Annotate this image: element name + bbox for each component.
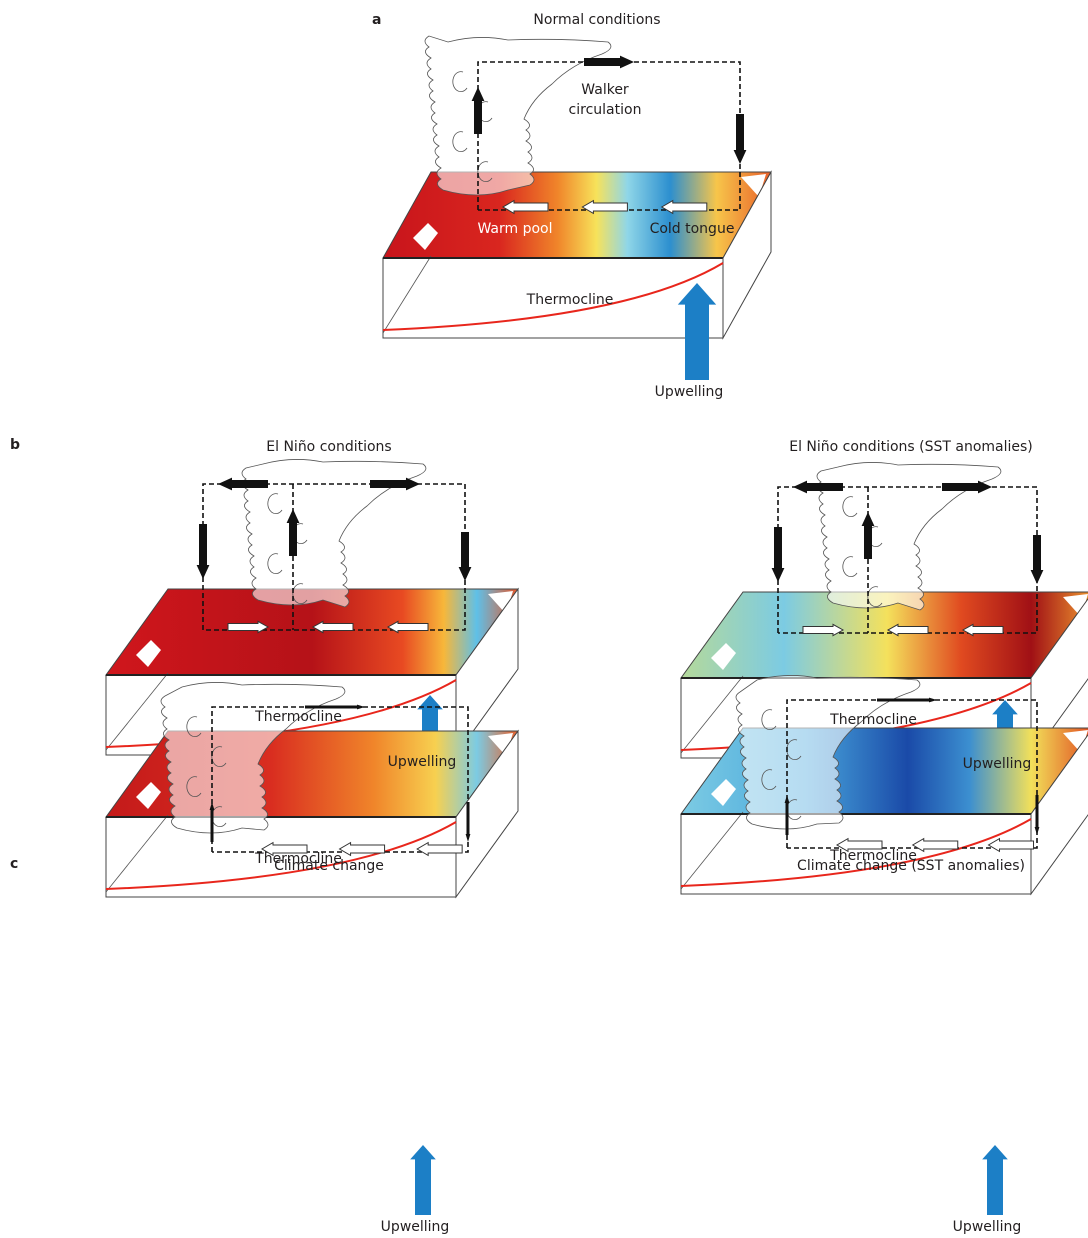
upwelling-label: Upwelling bbox=[380, 1219, 450, 1235]
hidden-edge bbox=[105, 814, 169, 893]
land bbox=[413, 223, 438, 250]
land bbox=[711, 643, 736, 670]
upwelling-arrow bbox=[982, 1145, 1008, 1215]
wind-arrow bbox=[465, 802, 471, 842]
cloud-detail bbox=[452, 131, 468, 152]
cold-tongue-label: Cold tongue bbox=[649, 221, 735, 237]
ocean-side bbox=[455, 729, 519, 899]
panel-label: b bbox=[10, 437, 21, 453]
trade-wind bbox=[886, 623, 929, 637]
hidden-edge bbox=[105, 672, 169, 751]
upwelling-arrow bbox=[410, 1145, 436, 1215]
panel-label: c bbox=[10, 856, 19, 872]
trade-wind bbox=[911, 837, 959, 853]
wind-arrow bbox=[471, 87, 485, 134]
wind-arrow bbox=[209, 802, 215, 842]
thermocline-label: Thermocline bbox=[255, 709, 342, 725]
trade-wind bbox=[261, 841, 308, 857]
panel-title: Climate change (SST anomalies) bbox=[797, 858, 1025, 874]
trade-wind bbox=[416, 841, 463, 857]
hidden-edge bbox=[382, 255, 432, 334]
trade-wind bbox=[961, 623, 1004, 637]
trade-wind bbox=[581, 199, 628, 215]
cloud-detail bbox=[842, 556, 858, 577]
wind-arrow bbox=[861, 512, 875, 559]
cloud bbox=[735, 675, 921, 830]
trade-wind bbox=[227, 620, 270, 634]
cloud-detail bbox=[267, 493, 283, 514]
cloud-detail bbox=[761, 769, 777, 790]
wind-arrow bbox=[218, 477, 268, 491]
wind-arrow bbox=[286, 509, 300, 556]
thermocline bbox=[680, 818, 1032, 887]
walker-loop bbox=[786, 699, 1038, 849]
cloud-detail bbox=[842, 496, 858, 517]
cloud-detail bbox=[761, 709, 777, 730]
upwelling-label: Upwelling bbox=[654, 384, 724, 400]
wind-arrow bbox=[942, 480, 992, 494]
land bbox=[711, 779, 736, 806]
trade-wind bbox=[836, 837, 883, 853]
trade-wind bbox=[987, 837, 1035, 853]
wind-arrow bbox=[1034, 795, 1040, 835]
trade-wind bbox=[338, 841, 386, 857]
wind-arrow bbox=[793, 480, 843, 494]
trade-wind bbox=[311, 620, 354, 634]
walker-loop bbox=[211, 706, 469, 853]
upwelling-label: Upwelling bbox=[952, 1219, 1022, 1235]
trade-wind bbox=[386, 620, 429, 634]
cloud-detail bbox=[186, 776, 202, 797]
cloud-detail bbox=[786, 739, 802, 760]
thermocline-label: Thermocline bbox=[255, 851, 342, 867]
ocean-side bbox=[1030, 734, 1088, 896]
trade-wind bbox=[660, 199, 708, 215]
cloud bbox=[424, 35, 612, 196]
wind-arrow bbox=[784, 795, 790, 835]
wind-arrow bbox=[370, 477, 420, 491]
thermocline-label: Thermocline bbox=[830, 712, 917, 728]
ocean-side bbox=[455, 587, 519, 757]
land bbox=[136, 782, 161, 809]
cloud-detail bbox=[267, 553, 283, 574]
cloud-detail bbox=[452, 71, 468, 92]
thermocline-label: Thermocline bbox=[830, 848, 917, 864]
wind-arrow bbox=[1030, 535, 1044, 584]
upwelling-label: Upwelling bbox=[387, 754, 457, 770]
wind-arrow bbox=[733, 114, 747, 164]
upwelling-arrow bbox=[677, 283, 717, 380]
thermocline bbox=[105, 821, 457, 890]
cloud bbox=[160, 682, 346, 834]
wind-arrow bbox=[458, 532, 472, 581]
hidden-edge bbox=[680, 811, 744, 890]
trade-wind bbox=[802, 623, 845, 637]
wind-arrow bbox=[771, 527, 785, 582]
panel-title: Normal conditions bbox=[533, 12, 661, 28]
panel-label: a bbox=[372, 12, 382, 28]
warm-pool-label: Warm pool bbox=[477, 221, 553, 237]
wind-arrow bbox=[584, 55, 634, 69]
wind-arrow bbox=[196, 524, 210, 579]
ocean-side bbox=[722, 170, 772, 340]
walker-label: Walker circulation bbox=[568, 82, 642, 118]
cloud bbox=[241, 459, 427, 608]
hidden-edge bbox=[680, 675, 744, 754]
panel-title: El Niño conditions (SST anomalies) bbox=[789, 439, 1033, 455]
panel-title: Climate change bbox=[274, 858, 384, 874]
upwelling-label: Upwelling bbox=[962, 756, 1032, 772]
cloud bbox=[816, 462, 1002, 611]
wind-arrow bbox=[305, 704, 365, 710]
wind-arrow bbox=[877, 697, 937, 703]
thermocline-label: Thermocline bbox=[526, 292, 614, 308]
land bbox=[136, 640, 161, 667]
trade-wind bbox=[502, 199, 549, 215]
cloud-detail bbox=[186, 716, 202, 737]
thermocline bbox=[382, 262, 724, 331]
panel-title: El Niño conditions bbox=[266, 439, 392, 455]
